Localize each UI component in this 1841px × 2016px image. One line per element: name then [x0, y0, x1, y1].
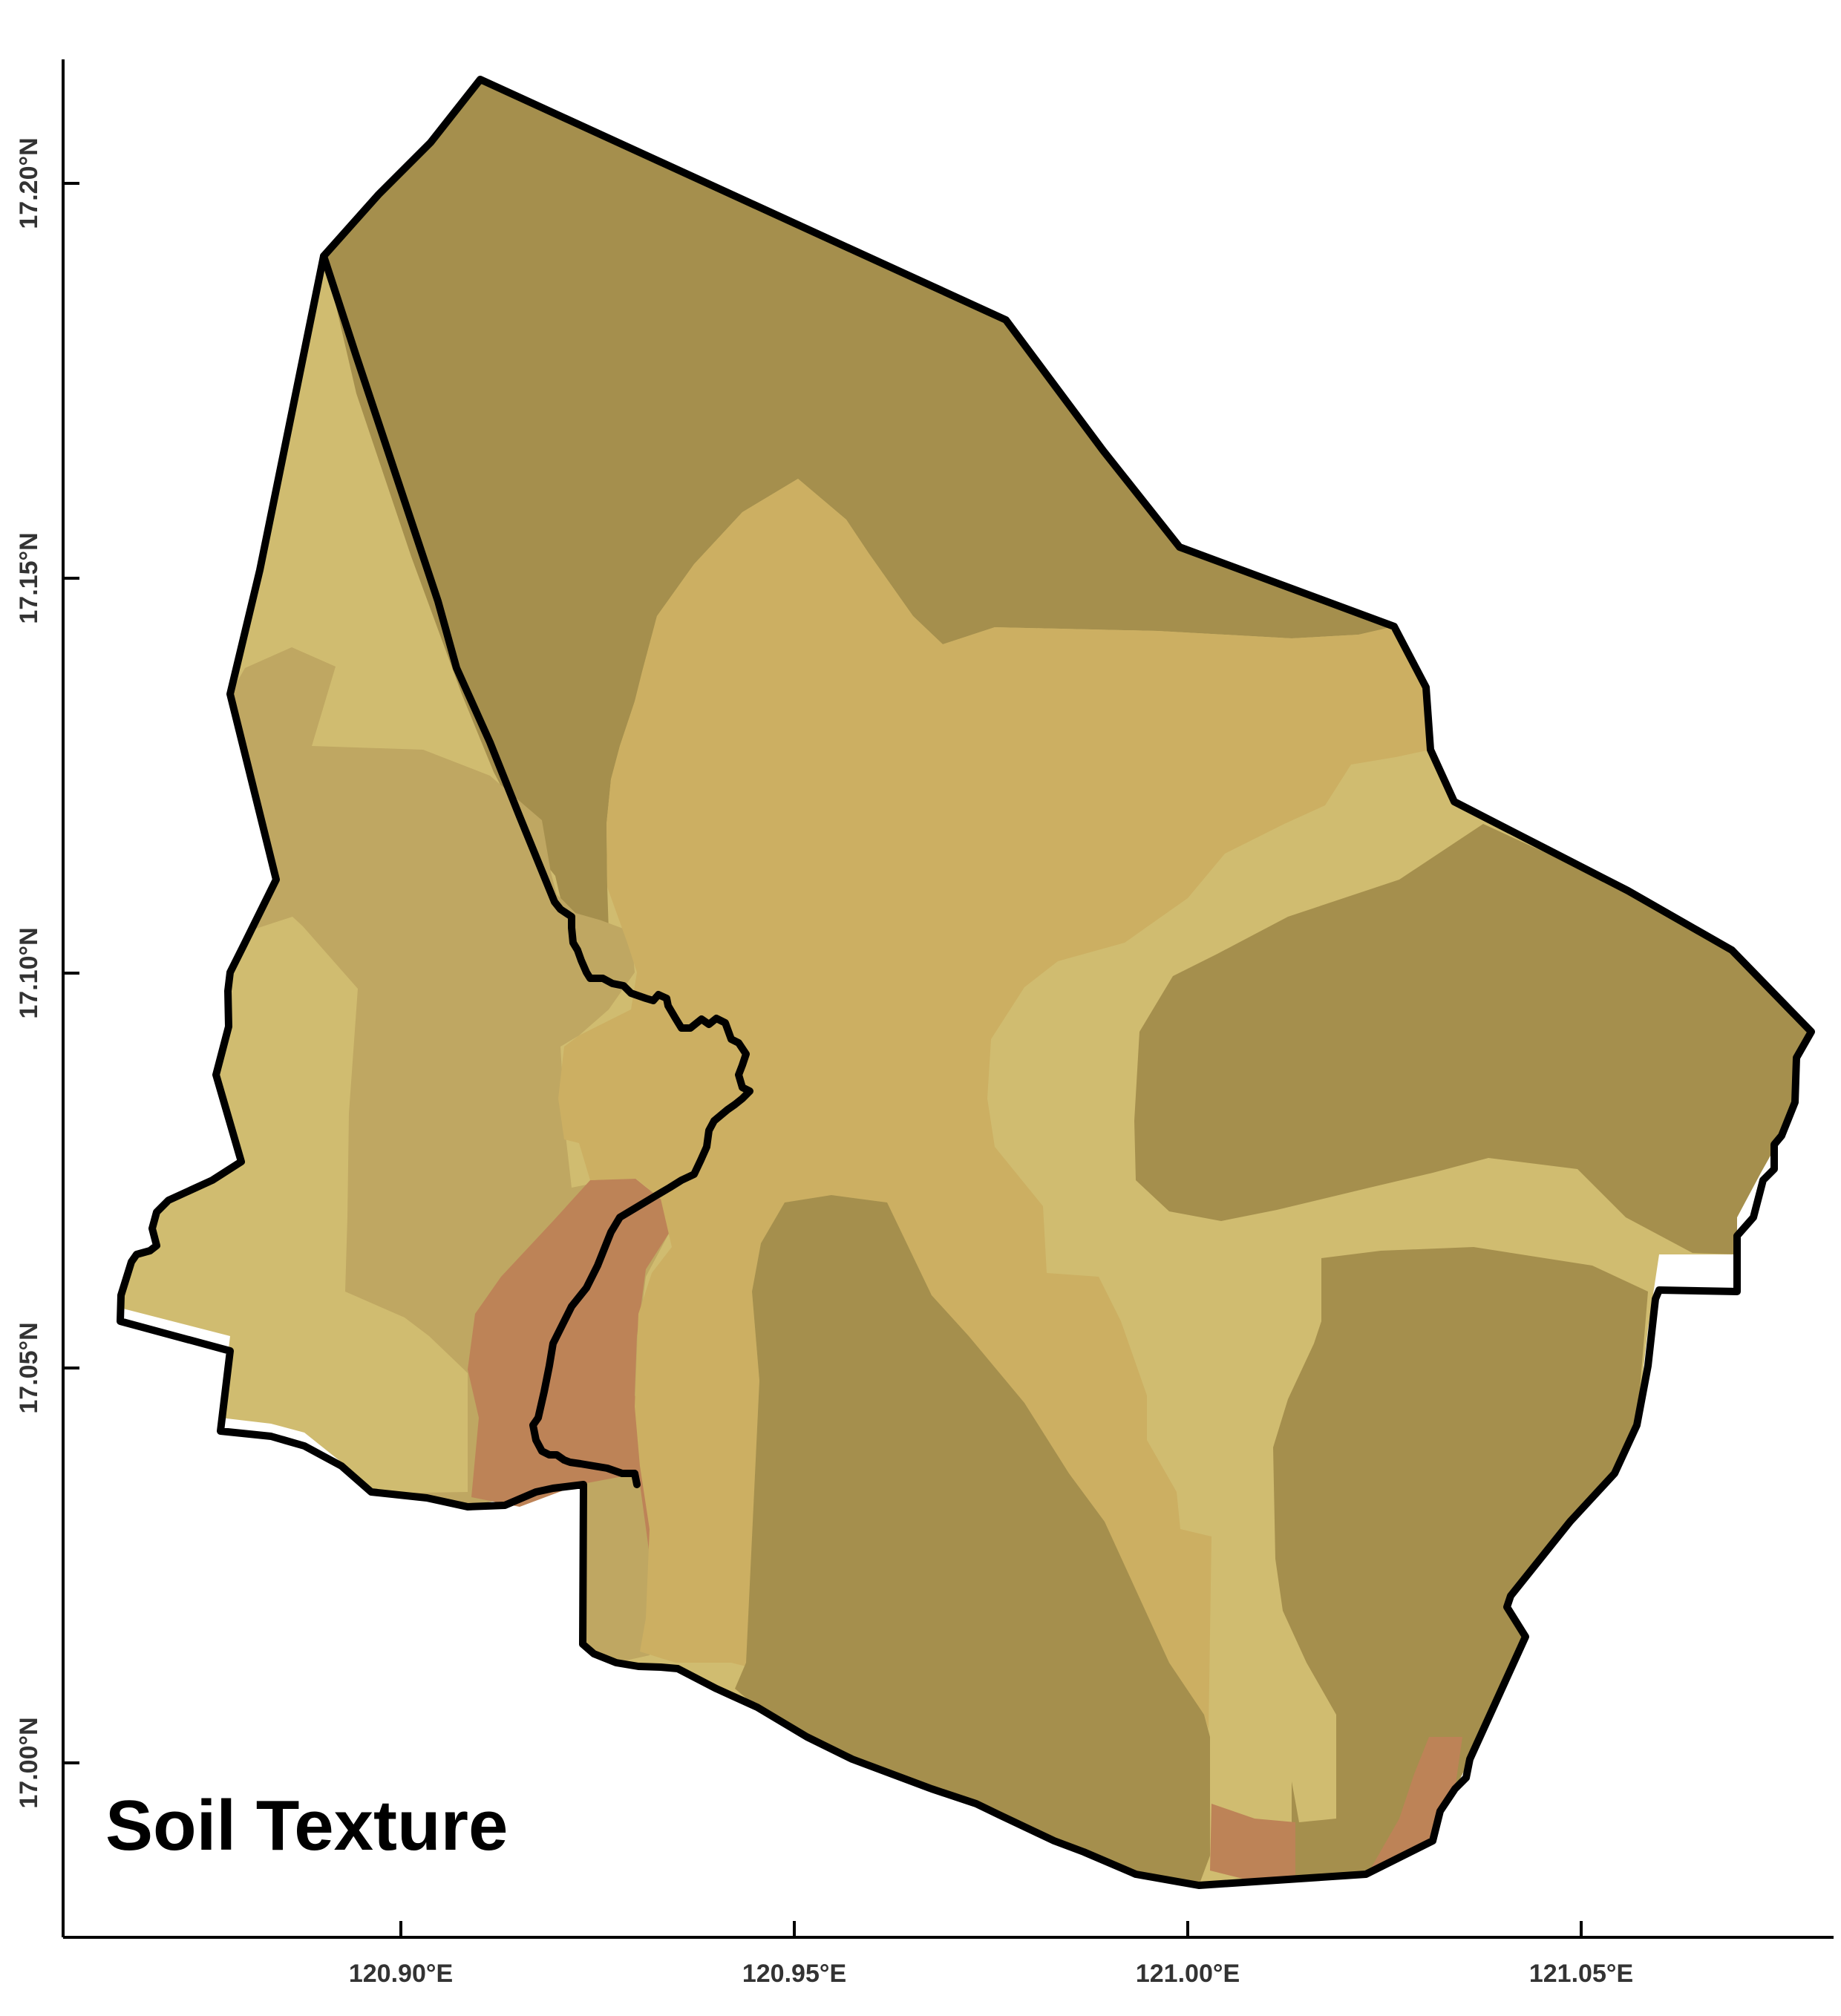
study-area-boundary	[117, 76, 1815, 1889]
boundary-west-divider	[320, 252, 753, 1488]
x-tick-label: 121.05°E	[1529, 1960, 1633, 1988]
soil-polygons	[120, 79, 1811, 1885]
soil-zone-dark-north	[324, 79, 1394, 932]
soil-zone-dark-south-central	[735, 1195, 1210, 1885]
soil-zone-tan-central	[558, 479, 1430, 1729]
map-title: Soil Texture	[105, 1786, 508, 1865]
y-tick-label: 17.00°N	[15, 1717, 43, 1808]
x-tick-label: 120.95°E	[742, 1960, 846, 1988]
x-axis-ticks: 120.90°E 120.95°E 121.00°E 121.05°E	[349, 1921, 1633, 1988]
y-tick-label: 17.10°N	[15, 927, 43, 1018]
soil-zone-clay-central	[468, 1178, 670, 1614]
map-axes: 120.90°E 120.95°E 121.00°E 121.05°E 17.20°N…	[15, 59, 1834, 1988]
internal-boundaries	[320, 252, 753, 1488]
x-tick-label: 120.90°E	[349, 1960, 453, 1988]
y-tick-label: 17.05°N	[15, 1322, 43, 1413]
soil-zone-dark-south-east	[1273, 1247, 1648, 1876]
x-tick-label: 121.00°E	[1136, 1960, 1240, 1988]
soil-zone-clay-south	[1210, 1804, 1295, 1882]
y-axis-ticks: 17.20°N 17.15°N 17.10°N 17.05°N 17.00°N	[15, 137, 79, 1809]
soil-zone-dark-east	[1134, 824, 1811, 1254]
soil-zone-clay-southeast	[1370, 1737, 1462, 1871]
y-tick-label: 17.20°N	[15, 137, 43, 229]
y-tick-label: 17.15°N	[15, 532, 43, 624]
